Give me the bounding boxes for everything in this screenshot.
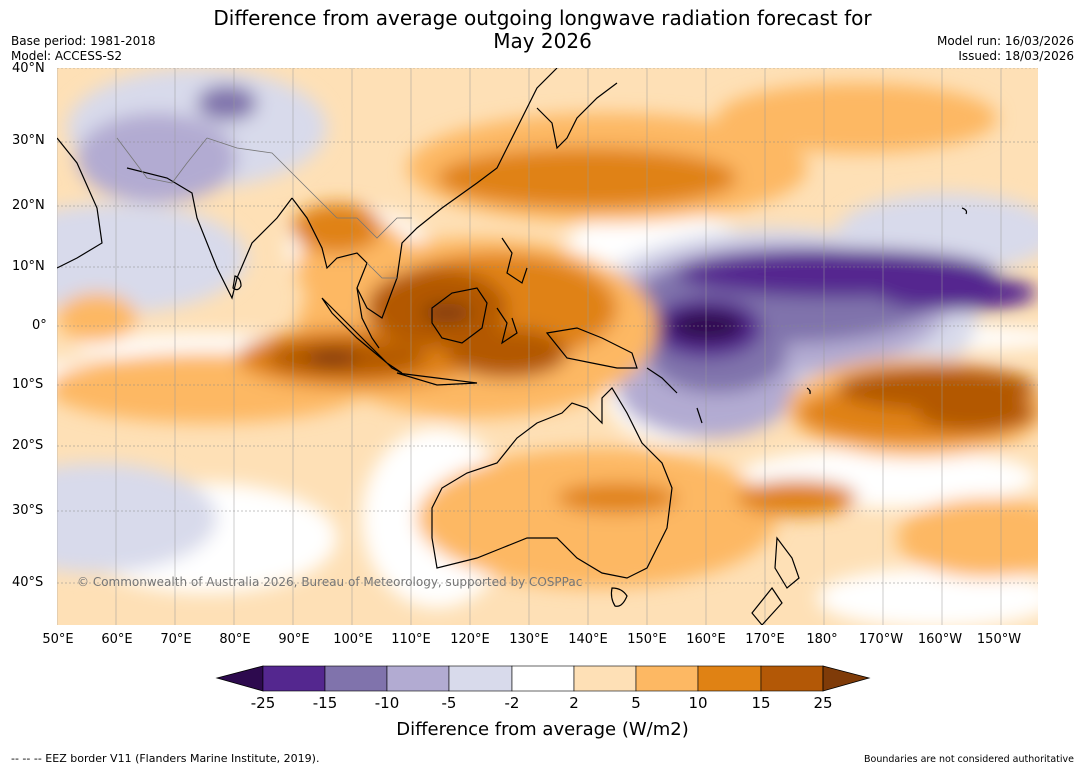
eez-note: -- -- -- EEZ border V11 (Flanders Marine… (11, 752, 320, 765)
lat-label-20s: 20°S (12, 438, 44, 453)
base-period: Base period: 1981-2018 (11, 34, 156, 48)
lon-label: 50°E (42, 632, 74, 647)
colorbar-swatch (573, 665, 637, 692)
lon-label: 60°E (101, 632, 133, 647)
lon-label: 100°E (333, 632, 373, 647)
lat-label-20n: 20°N (12, 198, 45, 213)
coastlines (57, 68, 968, 625)
colorbar-tick: -15 (312, 694, 338, 712)
colorbar (215, 665, 871, 692)
colorbar-tick: -10 (374, 694, 400, 712)
colorbar-swatch (215, 665, 264, 692)
lon-label: 170°E (745, 632, 785, 647)
colorbar-tick: 10 (688, 694, 708, 712)
lat-label-30s: 30°S (12, 503, 44, 518)
lon-label: 160°W (917, 632, 963, 647)
boundary-disclaimer: Boundaries are not considered authoritat… (864, 754, 1074, 765)
lon-label: 80°E (219, 632, 251, 647)
lon-label: 70°E (160, 632, 192, 647)
colorbar-swatch (324, 665, 388, 692)
lat-label-10s: 10°S (12, 377, 44, 392)
colorbar-tick: 15 (751, 694, 771, 712)
colorbar-swatch (822, 665, 871, 692)
lon-label: 140°E (568, 632, 608, 647)
lon-label: 160°E (686, 632, 726, 647)
model-name: Model: ACCESS-S2 (11, 49, 123, 63)
colorbar-tick: -2 (504, 694, 520, 712)
lat-label-40s: 40°S (12, 575, 44, 590)
colorbar-swatch (386, 665, 450, 692)
colorbar-title: Difference from average (W/m2) (396, 719, 689, 740)
lon-label: 180° (806, 632, 838, 647)
map-canvas: © Commonwealth of Australia 2026, Bureau… (57, 68, 1038, 625)
lon-label: 170°W (858, 632, 904, 647)
map-subtitle: May 2026 (493, 29, 592, 53)
colorbar-tick: -25 (250, 694, 276, 712)
colorbar-swatch (448, 665, 513, 692)
colorbar-swatch (635, 665, 699, 692)
colorbar-tick: 5 (631, 694, 641, 712)
colorbar-tick: -5 (441, 694, 457, 712)
lon-label: 90°E (278, 632, 310, 647)
lat-label-10n: 10°N (12, 259, 45, 274)
copyright-notice: © Commonwealth of Australia 2026, Bureau… (77, 575, 582, 589)
lat-label-30n: 30°N (12, 133, 45, 148)
model-run: Model run: 16/03/2026 (936, 34, 1074, 48)
issued-date: Issued: 18/03/2026 (958, 49, 1074, 63)
anomaly-field (57, 68, 1038, 625)
lon-label: 110°E (391, 632, 431, 647)
graticule (57, 68, 1038, 584)
lon-label: 130°E (509, 632, 549, 647)
colorbar-tick: 2 (569, 694, 579, 712)
meridians (57, 68, 1002, 625)
colorbar-tick: 25 (813, 694, 833, 712)
lon-label: 150°W (976, 632, 1022, 647)
lat-label-0: 0° (32, 318, 47, 333)
lon-label: 150°E (627, 632, 667, 647)
colorbar-swatch (697, 665, 762, 692)
country-borders (116, 137, 412, 279)
olr-anomaly-map: © Commonwealth of Australia 2026, Bureau… (57, 68, 1038, 625)
lon-label: 120°E (450, 632, 490, 647)
colorbar-swatch (760, 665, 824, 692)
colorbar-swatch (262, 665, 326, 692)
lat-label-40n: 40°N (12, 61, 45, 76)
colorbar-swatch (511, 665, 575, 692)
map-title: Difference from average outgoing longwav… (213, 6, 872, 30)
